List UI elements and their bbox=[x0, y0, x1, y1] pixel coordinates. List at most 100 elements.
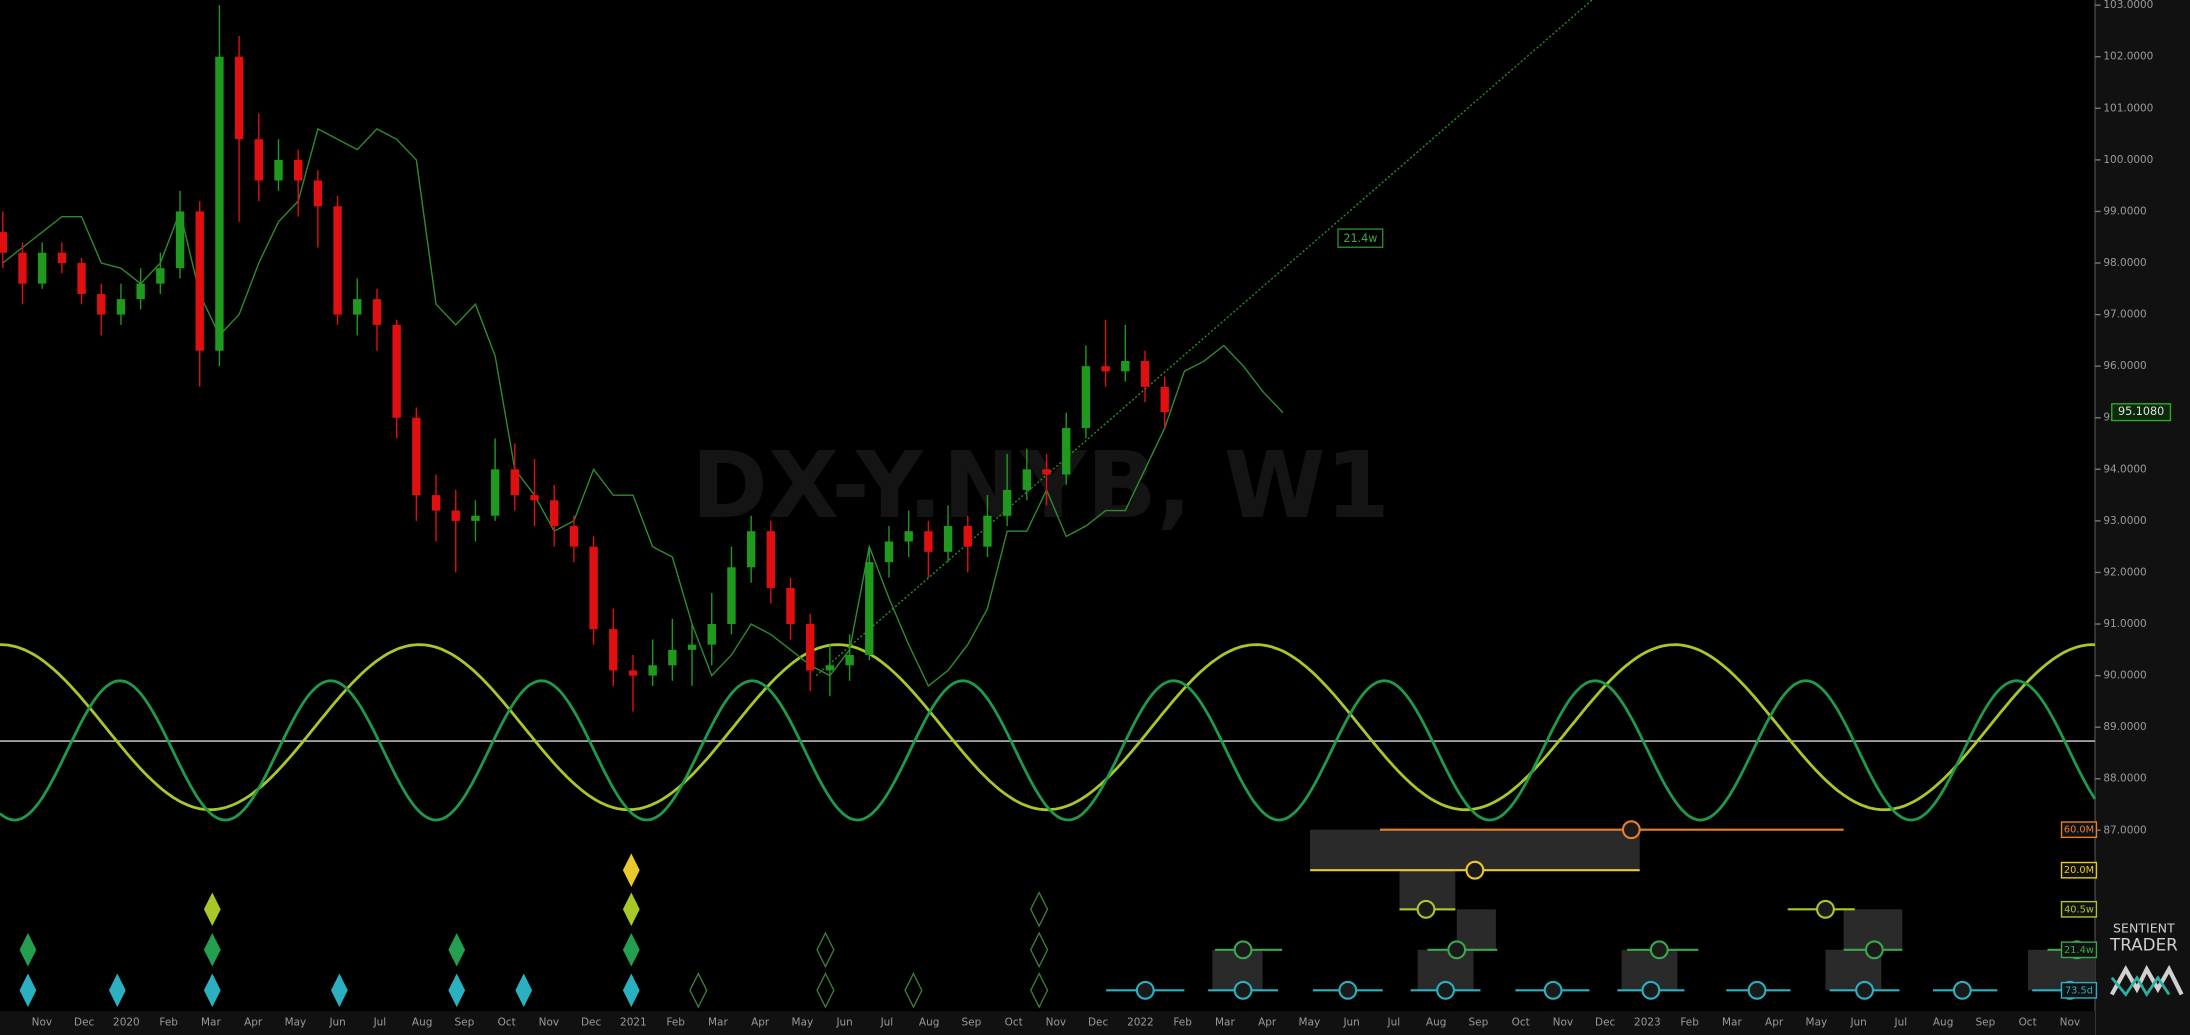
y-tick-label: 88.0000 bbox=[2103, 773, 2146, 785]
cycle-label-box bbox=[2060, 941, 2098, 959]
phase-diamond bbox=[108, 973, 126, 1008]
x-tick-label: Jul bbox=[1387, 1016, 1401, 1028]
y-tick-label: 90.0000 bbox=[2103, 670, 2146, 682]
x-tick-label: Oct bbox=[1005, 1016, 1023, 1028]
x-tick-label: Oct bbox=[2019, 1016, 2037, 1028]
candle-body bbox=[431, 495, 441, 511]
candle-body bbox=[510, 469, 520, 496]
candle-body bbox=[1022, 469, 1032, 490]
y-tick-label: 87.0000 bbox=[2103, 824, 2146, 836]
candle-body bbox=[963, 526, 972, 547]
candle-body bbox=[648, 665, 657, 676]
candle-body bbox=[57, 252, 67, 264]
phase-diamond bbox=[448, 973, 466, 1008]
candle-body bbox=[156, 268, 165, 284]
x-tick-label: Sep bbox=[1976, 1016, 1996, 1028]
candle-body bbox=[451, 510, 460, 521]
candle-body bbox=[0, 232, 7, 253]
phase-marker bbox=[1621, 820, 1641, 840]
cycle-label: 73.5d bbox=[2065, 985, 2093, 996]
candle-body bbox=[687, 644, 697, 650]
y-tick-label: 103.0000 bbox=[2103, 0, 2153, 11]
phase-diamond bbox=[622, 973, 640, 1008]
phase-marker bbox=[1233, 940, 1253, 960]
phase-marker bbox=[1447, 940, 1467, 960]
cycle-label: 40.5w bbox=[2064, 904, 2094, 915]
x-tick-label: Nov bbox=[2060, 1016, 2080, 1028]
phase-marker bbox=[1747, 980, 1767, 1000]
logo-text: TRADER bbox=[2109, 935, 2178, 955]
phase-marker bbox=[1952, 980, 1972, 1000]
x-tick-label: Nov bbox=[32, 1016, 52, 1028]
candle-body bbox=[904, 531, 913, 542]
candle-body bbox=[766, 531, 776, 588]
candle-body bbox=[333, 206, 342, 315]
cycle-label-box bbox=[2060, 981, 2098, 999]
candle-body bbox=[668, 649, 677, 666]
candle-body bbox=[254, 139, 263, 181]
x-tick-label: 2020 bbox=[113, 1016, 140, 1028]
cycle-label-box bbox=[2060, 900, 2098, 918]
x-tick-label: Sep bbox=[1469, 1016, 1489, 1028]
candle-body bbox=[18, 252, 27, 284]
candle-body bbox=[136, 283, 145, 300]
trendline-label: 21.4w bbox=[1343, 232, 1377, 245]
x-tick-label: Oct bbox=[498, 1016, 516, 1028]
x-tick-label: May bbox=[285, 1016, 307, 1028]
phase-diamond bbox=[622, 933, 640, 967]
x-tick-label: Oct bbox=[1512, 1016, 1530, 1028]
x-tick-label: Aug bbox=[919, 1016, 939, 1028]
phase-marker bbox=[1233, 980, 1253, 1000]
x-tick-label: 2022 bbox=[1127, 1016, 1154, 1028]
x-tick-label: Mar bbox=[1215, 1016, 1235, 1028]
phase-diamond bbox=[203, 973, 221, 1008]
candle-body bbox=[116, 299, 126, 315]
candle-body bbox=[215, 56, 224, 351]
phase-marker bbox=[1338, 980, 1358, 1000]
candle-body bbox=[313, 180, 323, 207]
x-tick-label: Sep bbox=[455, 1016, 475, 1028]
candle-body bbox=[471, 515, 480, 521]
candle-body bbox=[1160, 386, 1169, 413]
candle-body bbox=[1062, 428, 1071, 475]
candle-body bbox=[786, 587, 795, 625]
cycle-label: 60.0M bbox=[2064, 825, 2094, 836]
price-axis bbox=[2095, 0, 2190, 1035]
candle-body bbox=[628, 670, 638, 676]
phase-marker bbox=[1465, 860, 1485, 880]
phase-diamond bbox=[622, 853, 640, 887]
last-price-label: 95.1080 bbox=[2118, 405, 2164, 418]
x-tick-label: Dec bbox=[581, 1016, 602, 1028]
cycle-wave bbox=[0, 643, 2096, 812]
x-tick-label: Apr bbox=[244, 1016, 263, 1028]
cycle-label-box bbox=[2060, 861, 2098, 879]
y-tick-label: 91.0000 bbox=[2103, 618, 2146, 630]
x-tick-label: 2021 bbox=[620, 1016, 647, 1028]
candle-body bbox=[490, 469, 500, 516]
x-tick-label: Feb bbox=[159, 1016, 178, 1028]
phase-marker bbox=[1816, 899, 1835, 919]
phase-diamond bbox=[816, 931, 835, 969]
phase-diamond bbox=[203, 892, 221, 927]
candle-body bbox=[294, 159, 303, 181]
candle-body bbox=[865, 562, 874, 655]
phase-marker bbox=[1649, 940, 1669, 960]
y-tick-label: 100.0000 bbox=[2103, 154, 2153, 166]
x-tick-label: Jul bbox=[373, 1016, 387, 1028]
phase-marker bbox=[1855, 980, 1875, 1000]
x-tick-label: Mar bbox=[1722, 1016, 1742, 1028]
candle-body bbox=[1121, 361, 1130, 372]
y-tick-label: 99.0000 bbox=[2103, 205, 2146, 217]
candle-body bbox=[1002, 489, 1012, 516]
phase-diamond bbox=[689, 971, 708, 1009]
phase-diamond bbox=[816, 971, 835, 1009]
trendline-label-box bbox=[1337, 228, 1384, 248]
y-tick-label: 89.0000 bbox=[2103, 721, 2146, 733]
x-tick-label: Apr bbox=[1765, 1016, 1784, 1028]
phase-marker bbox=[1135, 980, 1155, 1000]
candle-body bbox=[1101, 366, 1110, 372]
x-tick-label: Jul bbox=[1894, 1016, 1908, 1028]
candle-body bbox=[353, 299, 362, 315]
